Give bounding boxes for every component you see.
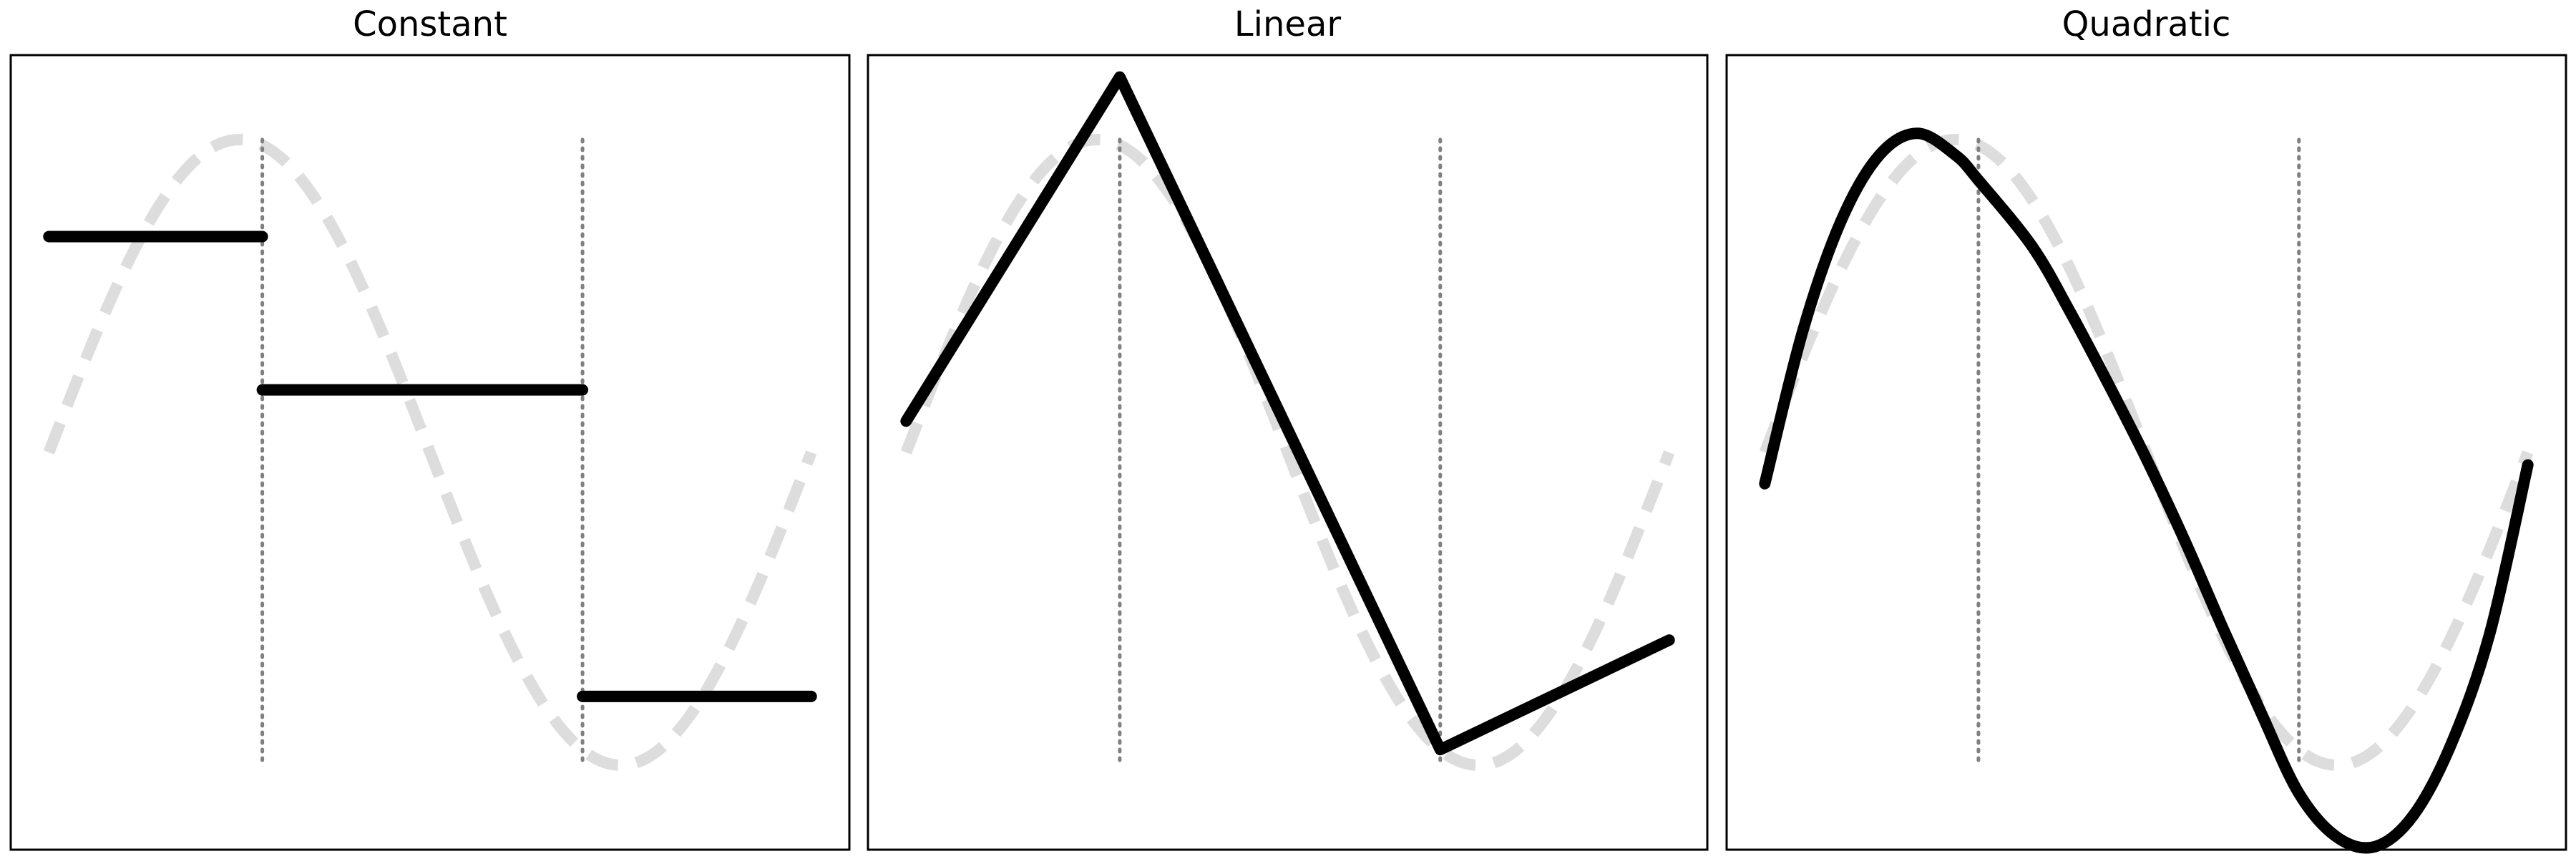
panel-title: Linear <box>1234 4 1341 44</box>
panel-title: Quadratic <box>2062 4 2231 44</box>
panel-frame <box>9 54 851 851</box>
panel-quadratic: Quadratic <box>1725 4 2567 854</box>
panel-linear: Linear <box>867 4 1709 851</box>
panel-frame <box>1725 54 2567 851</box>
spline-fit-line <box>900 71 1675 756</box>
panel-constant: Constant <box>9 4 851 851</box>
panel-title: Constant <box>353 4 507 44</box>
reference-sine-curve <box>43 133 817 772</box>
reference-sine-curve <box>900 133 1675 772</box>
panel-frame <box>867 54 1709 851</box>
spline-fit-line <box>1759 127 2534 854</box>
